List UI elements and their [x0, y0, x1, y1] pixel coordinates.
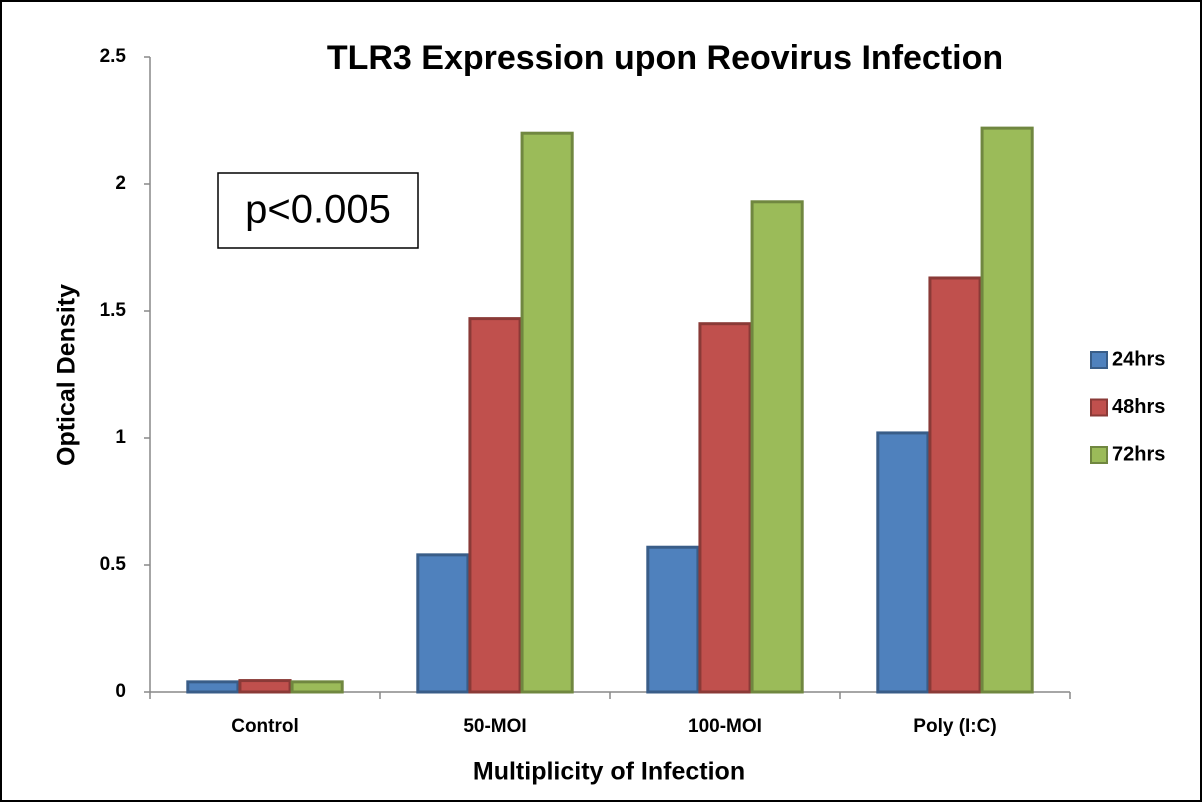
legend-label: 72hrs: [1112, 443, 1165, 465]
legend-swatch: [1090, 351, 1108, 369]
chart-title: TLR3 Expression upon Reovirus Infection: [327, 39, 1003, 77]
y-axis-label: Optical Density: [53, 284, 81, 466]
x-tick-label: 100-MOI: [688, 716, 762, 737]
bar: [980, 126, 1034, 694]
bar: [238, 679, 292, 694]
legend-swatch: [1090, 446, 1108, 464]
bar: [416, 553, 470, 694]
bar: [876, 431, 930, 694]
annotation: p<0.005: [245, 188, 391, 232]
y-tick-label: 1: [115, 427, 126, 448]
bar: [468, 317, 522, 694]
bar: [646, 545, 700, 694]
bar: [750, 200, 804, 694]
legend-label: 48hrs: [1112, 396, 1165, 418]
y-tick-label: 1.5: [100, 300, 127, 321]
bar: [698, 322, 752, 694]
x-tick-label: Control: [231, 716, 299, 737]
bar: [928, 276, 982, 694]
y-tick-label: 0: [115, 681, 126, 702]
x-tick-label: 50-MOI: [463, 716, 526, 737]
legend-swatch: [1090, 398, 1108, 417]
x-axis-label: Multiplicity of Infection: [473, 758, 745, 786]
y-tick-label: 2: [115, 173, 126, 194]
x-tick-label: Poly (I:C): [913, 716, 996, 737]
y-tick-label: 0.5: [100, 554, 127, 575]
bar: [186, 680, 240, 694]
legend-label: 24hrs: [1112, 348, 1165, 370]
bar: [520, 131, 574, 694]
bar: [290, 680, 344, 694]
y-tick-label: 2.5: [100, 46, 127, 67]
annotation-box: [217, 172, 419, 249]
